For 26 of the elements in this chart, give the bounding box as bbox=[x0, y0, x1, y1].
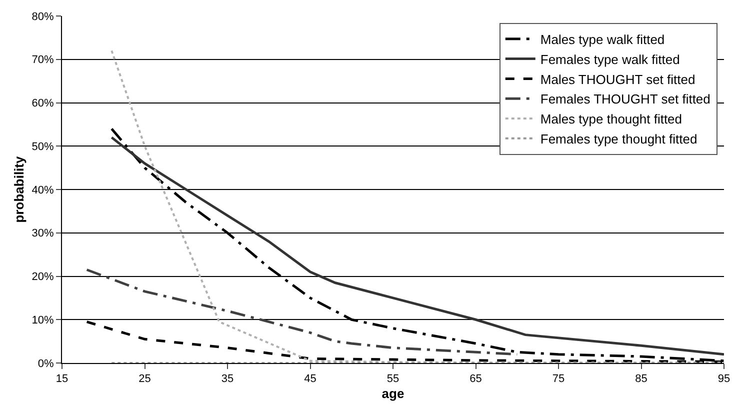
x-tick-label: 15 bbox=[56, 373, 68, 386]
legend-label: Females type thought fitted bbox=[540, 131, 698, 146]
x-tick-label: 55 bbox=[386, 373, 400, 386]
legend-label: Males type walk fitted bbox=[540, 32, 665, 47]
y-tick-label: 70% bbox=[32, 54, 54, 66]
x-tick-label: 25 bbox=[138, 373, 151, 386]
y-tick-label: 60% bbox=[32, 98, 54, 110]
y-tick-label: 40% bbox=[32, 184, 54, 196]
x-tick-label: 95 bbox=[718, 373, 730, 386]
x-tick-label: 45 bbox=[304, 373, 316, 386]
x-axis-title: age bbox=[382, 386, 404, 401]
legend-label: Males type thought fitted bbox=[540, 112, 682, 127]
y-tick-label: 80% bbox=[32, 10, 54, 23]
y-tick-label: 30% bbox=[32, 228, 54, 240]
x-tick-label: 85 bbox=[635, 373, 648, 386]
y-axis-title: probability bbox=[12, 156, 27, 223]
legend-label: Females THOUGHT set fitted bbox=[540, 92, 710, 107]
y-tick-label: 50% bbox=[32, 140, 54, 153]
y-tick-label: 20% bbox=[32, 271, 54, 284]
legend-label: Females type walk fitted bbox=[540, 52, 680, 67]
x-tick-label: 75 bbox=[552, 373, 565, 386]
legend-label: Males THOUGHT set fitted bbox=[540, 72, 696, 87]
x-tick-label: 65 bbox=[470, 373, 482, 386]
y-tick-label: 0% bbox=[38, 358, 54, 370]
y-tick-label: 10% bbox=[32, 314, 54, 326]
x-tick-label: 35 bbox=[221, 373, 234, 386]
